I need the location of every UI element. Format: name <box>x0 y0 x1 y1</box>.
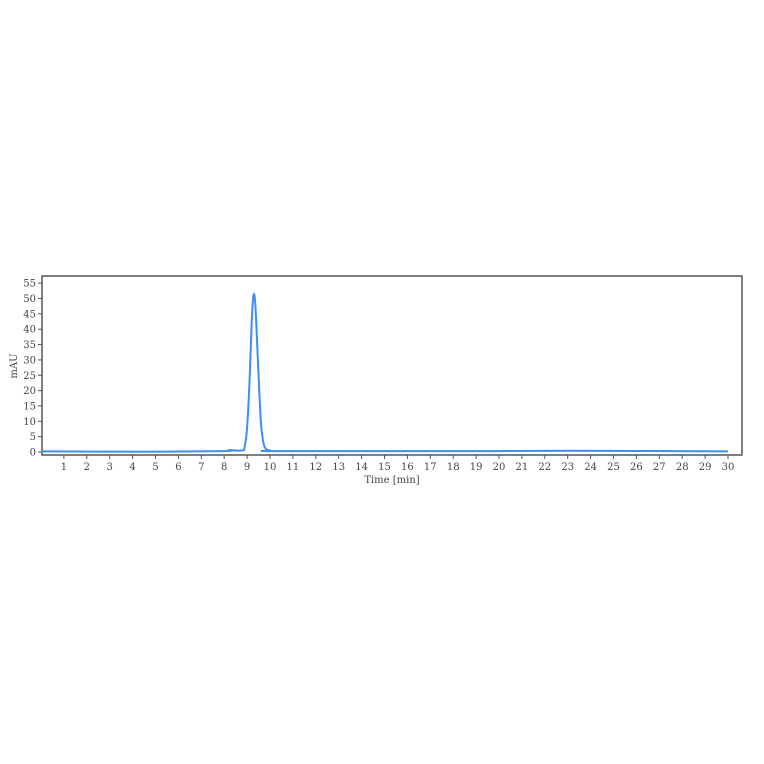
x-tick-label: 3 <box>107 462 113 473</box>
y-tick-label: 20 <box>23 386 36 397</box>
x-tick-label: 22 <box>538 462 551 473</box>
x-tick-label: 1 <box>61 462 67 473</box>
x-tick-label: 9 <box>244 462 250 473</box>
x-tick-label: 20 <box>493 462 506 473</box>
x-tick-label: 7 <box>198 462 204 473</box>
x-tick-label: 28 <box>676 462 689 473</box>
x-tick-label: 4 <box>129 462 135 473</box>
x-tick-label: 14 <box>355 462 368 473</box>
y-tick-label: 50 <box>23 294 36 305</box>
x-tick-label: 29 <box>699 462 712 473</box>
y-tick-label: 55 <box>23 279 36 290</box>
x-tick-label: 8 <box>221 462 227 473</box>
x-tick-label: 26 <box>630 462 643 473</box>
x-tick-label: 11 <box>287 462 300 473</box>
x-tick-label: 30 <box>722 462 735 473</box>
y-tick-label: 5 <box>30 432 36 443</box>
y-tick-label: 15 <box>23 401 36 412</box>
x-tick-label: 10 <box>264 462 277 473</box>
x-tick-label: 23 <box>561 462 574 473</box>
y-tick-label: 35 <box>23 340 36 351</box>
y-tick-label: 10 <box>23 417 36 428</box>
plot-frame <box>41 275 743 456</box>
x-tick-label: 25 <box>607 462 620 473</box>
x-tick-label: 15 <box>378 462 391 473</box>
x-tick-label: 16 <box>401 462 414 473</box>
x-tick-label: 13 <box>332 462 345 473</box>
y-tick-label: 0 <box>30 448 36 459</box>
x-tick-label: 5 <box>152 462 158 473</box>
x-tick-label: 27 <box>653 462 666 473</box>
x-tick-label: 24 <box>584 462 597 473</box>
x-tick-label: 17 <box>424 462 437 473</box>
x-tick-label: 19 <box>470 462 483 473</box>
series-line <box>40 292 729 453</box>
y-tick-label: 30 <box>23 355 36 366</box>
x-tick-label: 6 <box>175 462 181 473</box>
y-axis-label: mAU <box>9 353 20 378</box>
y-tick-label: 25 <box>23 371 36 382</box>
x-tick-label: 21 <box>516 462 529 473</box>
x-tick-label: 18 <box>447 462 460 473</box>
x-tick-label: 2 <box>84 462 90 473</box>
x-axis-label: Time [min] <box>364 475 419 486</box>
y-tick-label: 45 <box>23 309 36 320</box>
x-tick-label: 12 <box>309 462 322 473</box>
y-tick-label: 40 <box>23 325 36 336</box>
